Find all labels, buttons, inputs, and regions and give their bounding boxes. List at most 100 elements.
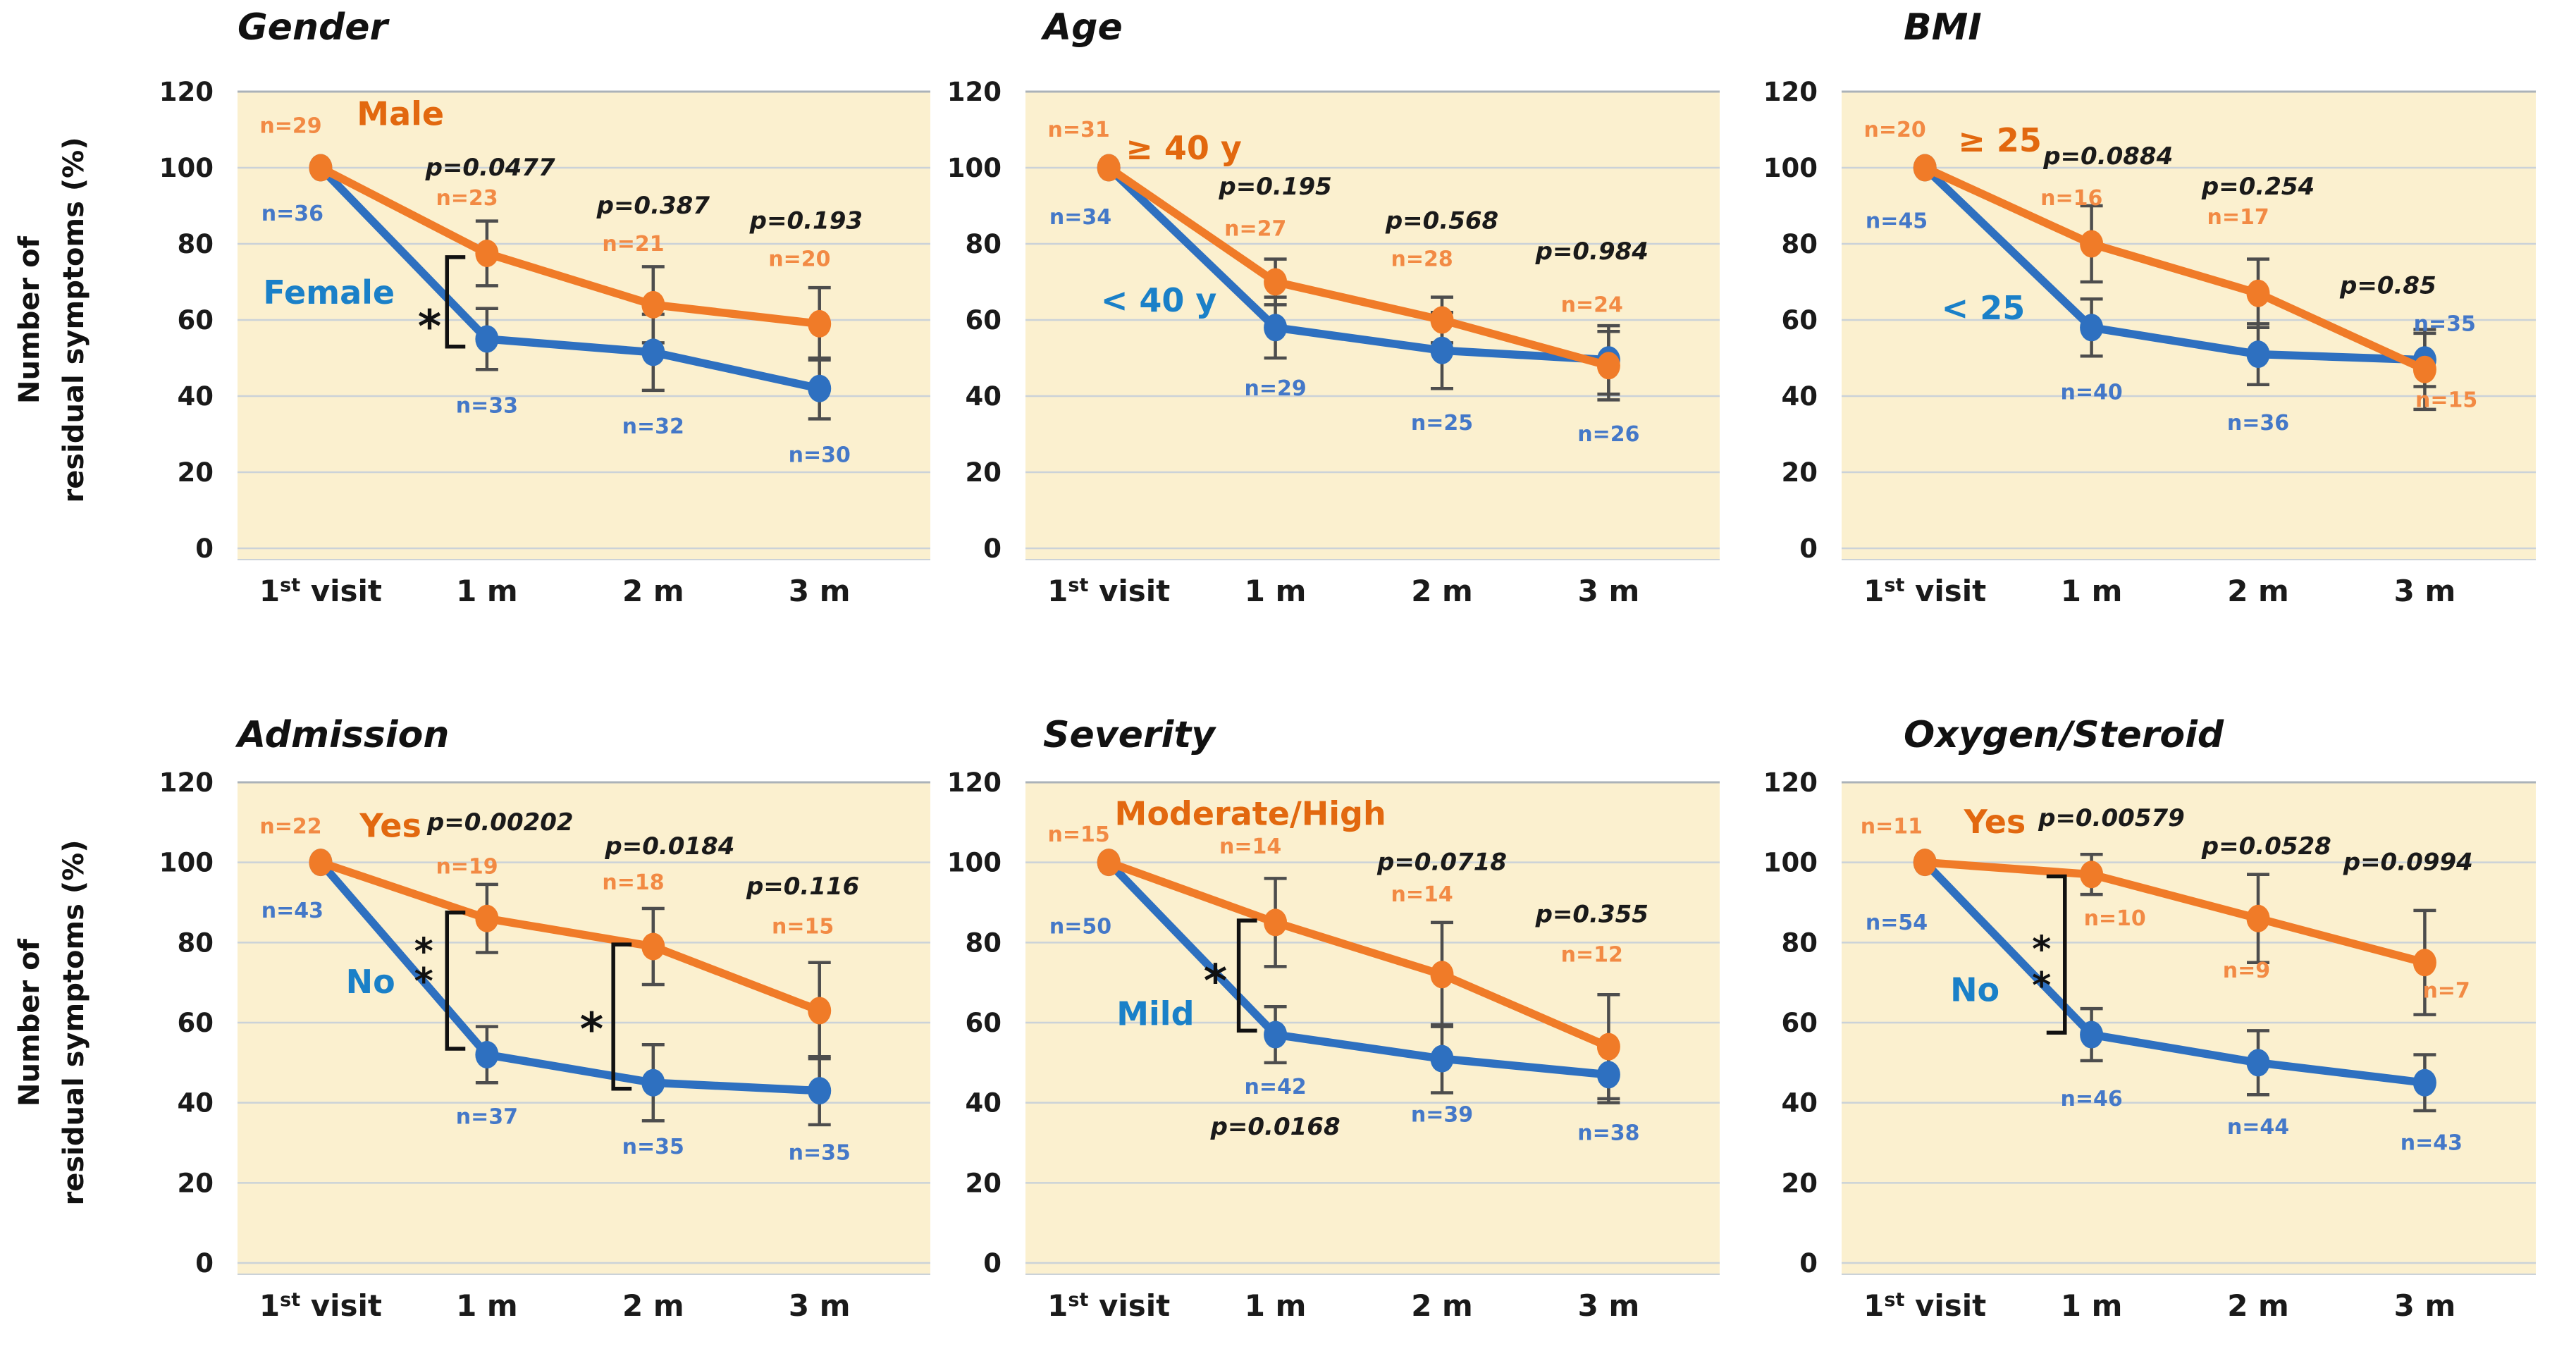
p-value-label: p=0.00202 [426, 808, 574, 837]
y-tick-label: 0 [1799, 534, 1818, 564]
data-point [2412, 355, 2436, 383]
y-tick-label: 60 [178, 305, 214, 335]
p-value-label: p=0.0168 [1210, 1113, 1341, 1141]
p-value-label: p=0.0184 [604, 832, 734, 861]
y-tick-label: 60 [178, 1008, 214, 1038]
n-label: n=37 [456, 1105, 518, 1130]
y-tick-label: 120 [159, 77, 214, 107]
n-label: n=39 [1411, 1103, 1473, 1128]
data-point [1097, 849, 1121, 877]
x-tick-label: 3 m [789, 574, 851, 608]
group-label: ≥ 40 y [1126, 129, 1242, 167]
group-label: Yes [1964, 803, 2026, 841]
x-tick-label: 1st visit [259, 574, 382, 608]
n-label: n=23 [436, 186, 498, 211]
n-label: n=46 [2060, 1087, 2122, 1111]
y-tick-label: 0 [983, 534, 1002, 564]
series-line [1104, 164, 1613, 370]
series-line [1921, 858, 2429, 967]
group-label: Male [357, 94, 444, 132]
n-label: n=45 [1866, 209, 1928, 234]
y-tick-label: 80 [178, 229, 214, 259]
panel-gender: 0 20 40 60 80 100 120 1st visit 1 m 2 m 3 m Number … [0, 0, 944, 678]
significance-star: * [580, 1004, 603, 1056]
group-label: < 25 [1942, 289, 2026, 327]
n-label: n=33 [456, 394, 518, 419]
data-point [1913, 154, 1937, 182]
n-label: n=42 [1244, 1075, 1306, 1099]
significance-bracket [2046, 874, 2067, 1035]
group-label: Moderate/High [1115, 794, 1386, 832]
series-line [316, 164, 824, 328]
data-point [475, 904, 499, 932]
y-axis-title: residual symptoms (%) [58, 840, 90, 1206]
y-axis-title: Number of [13, 938, 46, 1107]
panel-age: 0 20 40 60 80 100 120 1st visit 1 m 2 m 3 m Age n=31… [944, 0, 1761, 678]
n-label: n=35 [789, 1141, 851, 1166]
p-value-label: p=0.193 [749, 207, 863, 235]
y-tick-label: 80 [1782, 927, 1818, 958]
y-tick-label: 80 [178, 927, 214, 958]
group-label: Yes [359, 807, 421, 845]
y-tick-label: 120 [159, 768, 214, 798]
data-point [1430, 336, 1454, 364]
n-label: n=44 [2227, 1115, 2289, 1140]
p-value-label: p=0.355 [1535, 901, 1648, 929]
n-label: n=43 [2401, 1131, 2463, 1156]
panel-title: BMI [1904, 6, 1982, 49]
y-tick-label: 100 [947, 153, 1002, 183]
y-axis-title: Number of [13, 235, 46, 404]
series-orange [1913, 849, 2436, 977]
n-label: n=30 [789, 443, 851, 468]
y-tick-label: 60 [1782, 305, 1818, 335]
data-point [1430, 1044, 1454, 1073]
y-tick-label: 20 [966, 457, 1002, 488]
y-tick-label: 20 [178, 457, 214, 488]
p-value-label: p=0.0528 [2201, 832, 2331, 861]
series-line [1104, 858, 1613, 1079]
y-tick-label: 80 [1782, 229, 1818, 259]
x-tick-label: 1 m [2061, 574, 2123, 608]
y-tick-label: 0 [195, 1248, 214, 1278]
n-label: n=26 [1577, 422, 1639, 447]
panel-title: Gender [238, 6, 390, 49]
group-label: No [1950, 971, 1999, 1009]
series-orange [1097, 154, 1620, 380]
panel-title: Age [1040, 6, 1123, 49]
y-tick-label: 20 [1782, 1168, 1818, 1198]
x-tick-label: 1st visit [1863, 574, 1986, 608]
significance-bracket [445, 910, 466, 1051]
data-point [1097, 154, 1121, 182]
significance-bracket [611, 942, 632, 1091]
x-tick-label: 3 m [2394, 574, 2456, 608]
data-point [2246, 904, 2270, 932]
y-tick-label: 40 [966, 1088, 1002, 1118]
n-label: n=35 [2414, 312, 2476, 336]
x-tick-label: 1 m [2061, 1288, 2123, 1323]
n-label: n=50 [1049, 915, 1111, 939]
data-point [475, 325, 499, 353]
y-tick-label: 40 [966, 381, 1002, 412]
chart-gender: 0 20 40 60 80 100 120 1st visit 1 m 2 m 3 m Number … [13, 6, 930, 608]
n-label: n=12 [1561, 942, 1623, 967]
n-label: n=21 [602, 232, 664, 257]
significance-star: * [418, 302, 441, 354]
y-tick-label: 20 [1782, 457, 1818, 488]
y-tick-label: 100 [159, 848, 214, 878]
panel-oxygen-steroid: 0 20 40 60 80 100 120 1st visit 1 m 2 m 3 m Oxygen/… [1761, 678, 2576, 1356]
data-point [2080, 1021, 2104, 1049]
p-value-label: p=0.254 [2201, 173, 2315, 201]
group-label: ≥ 25 [1958, 121, 2042, 159]
plot-area [238, 782, 930, 1274]
p-value-label: p=0.0718 [1376, 849, 1507, 877]
y-tick-label: 80 [966, 229, 1002, 259]
x-tick-label: 3 m [789, 1288, 851, 1323]
n-label: n=19 [436, 854, 498, 879]
y-tick-label: 20 [178, 1168, 214, 1198]
n-label: n=14 [1219, 834, 1281, 859]
data-point [1264, 1021, 1288, 1049]
series-line [1921, 164, 2429, 364]
n-label: n=31 [1048, 118, 1110, 142]
x-tick-label: 1st visit [1047, 1288, 1170, 1323]
data-point [1264, 268, 1288, 296]
